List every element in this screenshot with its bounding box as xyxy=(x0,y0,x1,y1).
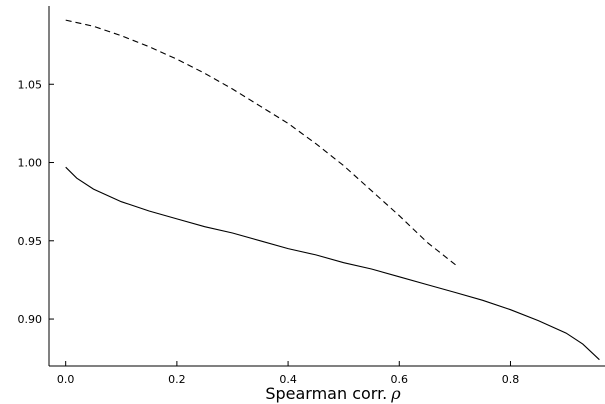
series-group xyxy=(65,19,600,361)
x-tick-label: 0.0 xyxy=(57,373,75,386)
solid-series-line xyxy=(65,166,600,361)
x-ticks: 0.0 0.2 0.4 0.6 0.8 xyxy=(57,361,519,386)
x-axis-title: Spearman corr. ρ xyxy=(265,384,401,403)
x-axis-title-symbol: ρ xyxy=(390,384,401,403)
x-tick-label: 0.2 xyxy=(168,373,186,386)
x-tick-label: 0.8 xyxy=(502,373,520,386)
y-tick-label: 0.95 xyxy=(18,235,43,248)
y-ticks: 0.90 0.95 1.00 1.05 xyxy=(18,78,54,326)
y-tick-label: 1.00 xyxy=(18,157,43,170)
y-tick-label: 1.05 xyxy=(18,78,43,91)
x-tick-label: 0.6 xyxy=(391,373,409,386)
axes xyxy=(48,6,605,367)
x-axis-title-text: Spearman corr. xyxy=(265,384,387,403)
y-tick-label: 0.90 xyxy=(18,313,43,326)
x-tick-label: 0.4 xyxy=(279,373,297,386)
dashed-series-line xyxy=(65,19,458,267)
